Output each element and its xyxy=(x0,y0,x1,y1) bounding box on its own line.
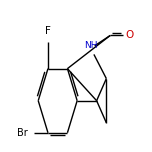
Text: NH: NH xyxy=(84,41,98,50)
Text: Br: Br xyxy=(17,128,28,138)
Text: O: O xyxy=(126,30,134,40)
Text: F: F xyxy=(45,26,51,36)
